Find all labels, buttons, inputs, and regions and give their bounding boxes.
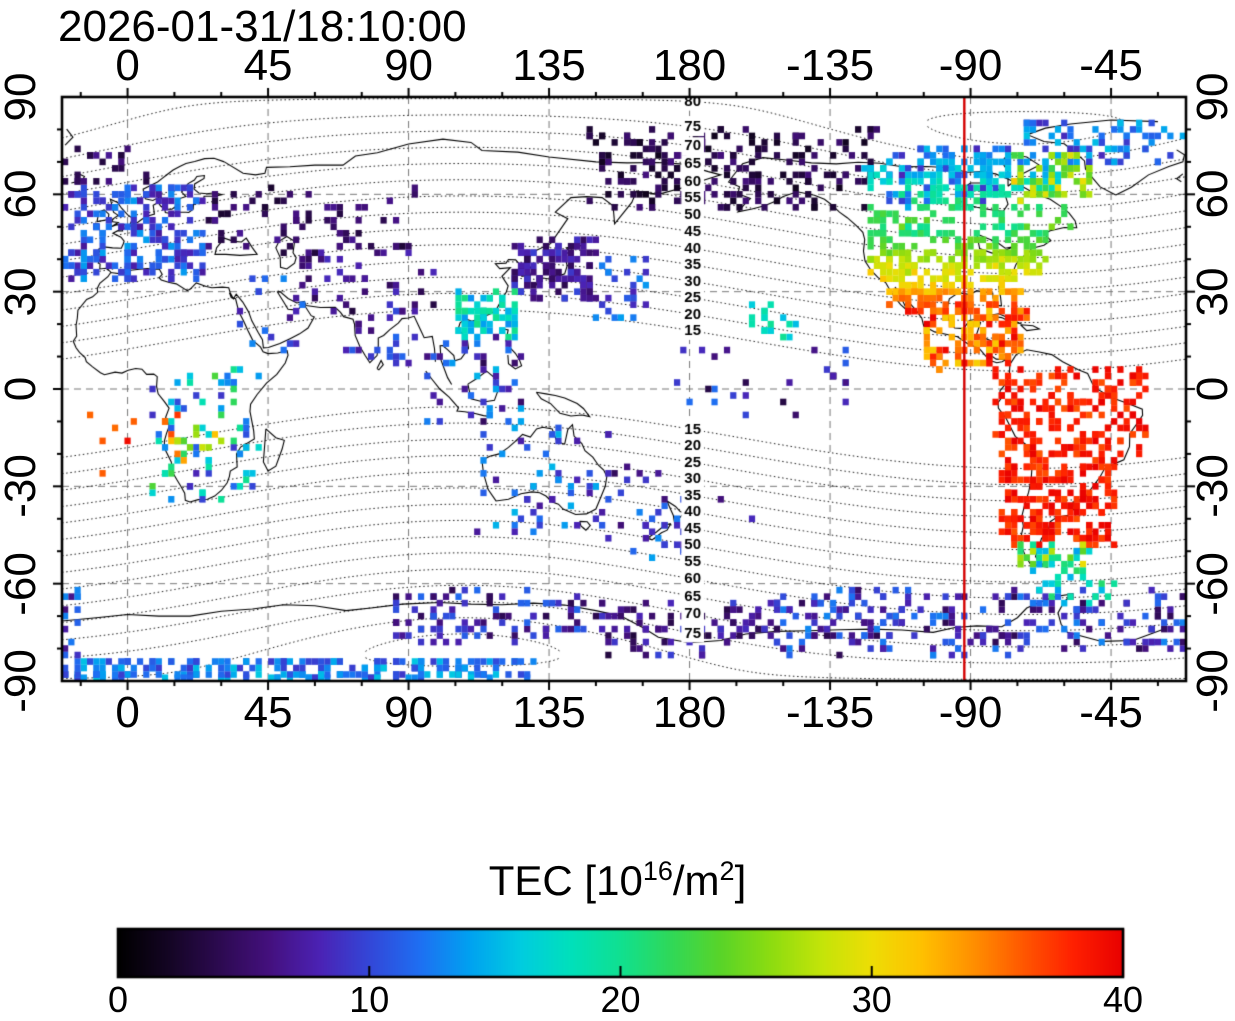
y-tick-label-right--90: -90	[1188, 649, 1235, 713]
y-tick-label-right-60: 60	[1188, 169, 1235, 219]
y-tick-label-right-90: 90	[1188, 72, 1235, 122]
x-tick-label-top-90: 90	[384, 41, 434, 90]
x-tick-label-top-0: 0	[115, 41, 140, 90]
x-tick-label-top-180: 180	[652, 41, 727, 90]
colorbar-tick-label-10: 10	[349, 979, 390, 1020]
y-tick-label-left-60: 60	[0, 169, 45, 219]
x-tick-label-top--90: -90	[938, 41, 1003, 90]
x-tick-label-top--45: -45	[1079, 41, 1143, 90]
y-tick-label-left-0: 0	[0, 376, 45, 402]
y-tick-label-left--30: -30	[0, 454, 45, 519]
x-tick-label-bottom-45: 45	[243, 688, 293, 737]
y-tick-label-left-90: 90	[0, 72, 45, 122]
y-tick-label-left--60: -60	[0, 551, 45, 616]
y-tick-label-right-0: 0	[1188, 376, 1235, 402]
colorbar-title-mid: /m	[672, 857, 720, 904]
y-tick-label-left--90: -90	[0, 649, 45, 713]
colorbar-title-exponent2: 2	[719, 856, 735, 886]
colorbar-tick-label-20: 20	[600, 979, 641, 1020]
x-tick-label-bottom--135: -135	[786, 688, 875, 737]
timestamp-title: 2026-01-31/18:10:00	[58, 2, 467, 51]
x-tick-label-top-135: 135	[512, 41, 586, 90]
colorbar-title-prefix: TEC [10	[488, 857, 643, 904]
x-tick-label-bottom--90: -90	[938, 688, 1003, 737]
colorbar-tick-label-30: 30	[851, 979, 892, 1020]
colorbar-tick-label-0: 0	[107, 979, 129, 1020]
x-tick-label-bottom--45: -45	[1079, 688, 1143, 737]
x-tick-label-bottom-135: 135	[512, 688, 586, 737]
x-tick-label-bottom-0: 0	[115, 688, 140, 737]
y-tick-label-left-30: 30	[0, 267, 45, 317]
x-tick-label-top--135: -135	[786, 41, 875, 90]
y-tick-label-right-30: 30	[1188, 267, 1235, 317]
y-tick-label-right--30: -30	[1188, 454, 1235, 519]
colorbar-title-suffix: ]	[734, 857, 747, 904]
colorbar-tick-label-40: 40	[1102, 979, 1144, 1020]
x-tick-label-bottom-90: 90	[384, 688, 434, 737]
x-tick-label-top-45: 45	[243, 41, 293, 90]
colorbar-title: TEC [1016/m2]	[0, 856, 1235, 905]
y-tick-label-right--60: -60	[1188, 551, 1235, 616]
colorbar-title-exponent: 16	[642, 856, 673, 886]
x-tick-label-bottom-180: 180	[652, 688, 727, 737]
